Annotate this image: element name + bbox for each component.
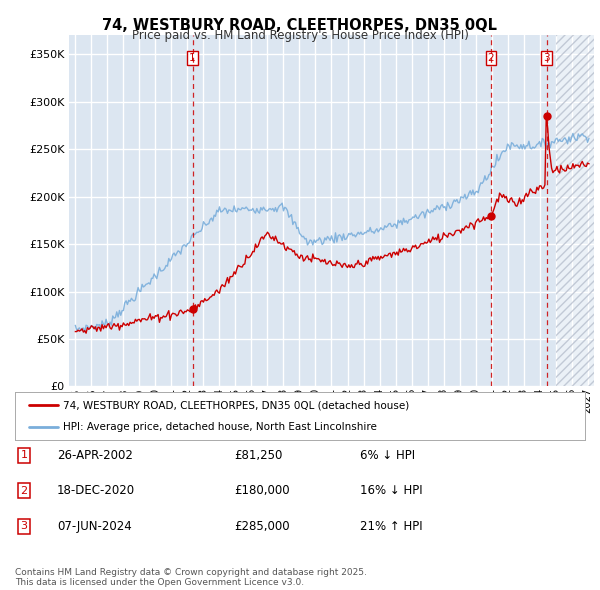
Bar [556, 35, 594, 386]
Text: 3: 3 [20, 522, 28, 531]
Text: 74, WESTBURY ROAD, CLEETHORPES, DN35 0QL: 74, WESTBURY ROAD, CLEETHORPES, DN35 0QL [103, 18, 497, 33]
Text: 3: 3 [544, 53, 550, 63]
Text: 2: 2 [488, 53, 494, 63]
Text: 21% ↑ HPI: 21% ↑ HPI [360, 520, 422, 533]
Text: HPI: Average price, detached house, North East Lincolnshire: HPI: Average price, detached house, Nort… [64, 422, 377, 432]
Text: £180,000: £180,000 [234, 484, 290, 497]
Text: 16% ↓ HPI: 16% ↓ HPI [360, 484, 422, 497]
Text: £81,250: £81,250 [234, 449, 283, 462]
Text: 1: 1 [189, 53, 196, 63]
Text: 74, WESTBURY ROAD, CLEETHORPES, DN35 0QL (detached house): 74, WESTBURY ROAD, CLEETHORPES, DN35 0QL… [64, 400, 410, 410]
Text: Price paid vs. HM Land Registry's House Price Index (HPI): Price paid vs. HM Land Registry's House … [131, 30, 469, 42]
Text: 6% ↓ HPI: 6% ↓ HPI [360, 449, 415, 462]
Text: 07-JUN-2024: 07-JUN-2024 [57, 520, 132, 533]
Text: Contains HM Land Registry data © Crown copyright and database right 2025.
This d: Contains HM Land Registry data © Crown c… [15, 568, 367, 587]
Text: £285,000: £285,000 [234, 520, 290, 533]
Text: 2: 2 [20, 486, 28, 496]
Text: 18-DEC-2020: 18-DEC-2020 [57, 484, 135, 497]
Text: 26-APR-2002: 26-APR-2002 [57, 449, 133, 462]
Bar [556, 35, 594, 386]
Text: 1: 1 [20, 451, 28, 460]
